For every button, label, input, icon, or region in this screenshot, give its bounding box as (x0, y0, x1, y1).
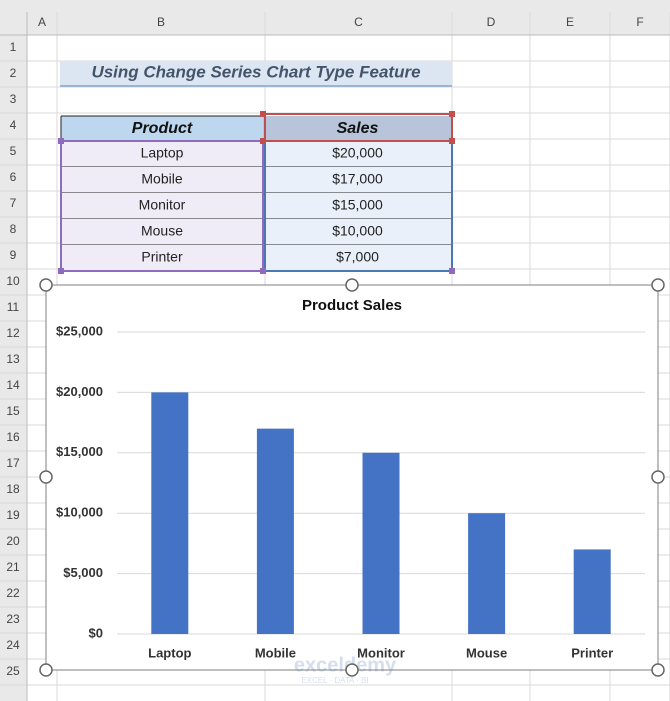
bar (151, 392, 189, 634)
bar (256, 428, 294, 634)
row-header: 1 (10, 40, 17, 54)
table-cell (263, 245, 452, 271)
row-header: 13 (6, 352, 20, 366)
x-tick-label: Printer (571, 645, 613, 660)
table-cell (263, 193, 452, 219)
table-cell-text: $15,000 (332, 197, 383, 213)
x-tick-label: Laptop (148, 645, 191, 660)
row-header: 3 (10, 92, 17, 106)
row-header: 4 (10, 118, 17, 132)
table-cell (61, 219, 263, 245)
range-outline (264, 113, 453, 142)
y-tick-label: $5,000 (63, 565, 103, 580)
row-header: 21 (6, 560, 20, 574)
table-cell-text: Mouse (141, 223, 183, 239)
range-handle (58, 268, 64, 274)
table-cell (61, 141, 263, 167)
table-cell (61, 167, 263, 193)
column-header: D (487, 15, 496, 29)
column-header: A (38, 15, 46, 29)
row-header: 14 (6, 378, 20, 392)
table-cell (263, 167, 452, 193)
range-handle (260, 268, 266, 274)
title-cell (60, 61, 452, 86)
row-header: 15 (6, 404, 20, 418)
row-header: 25 (6, 664, 20, 678)
resize-handle[interactable] (39, 663, 53, 677)
table-cell (61, 245, 263, 271)
row-header: 8 (10, 222, 17, 236)
row-header: 18 (6, 482, 20, 496)
watermark: exceldemy EXCEL · DATA · BI (294, 654, 397, 685)
bar (362, 452, 400, 634)
row-header: 17 (6, 456, 20, 470)
chart-frame[interactable] (45, 284, 659, 671)
row-header: 22 (6, 586, 20, 600)
resize-handle[interactable] (345, 278, 359, 292)
table-cell-text: Printer (141, 249, 183, 265)
x-tick-label: Mouse (466, 645, 507, 660)
row-header: 12 (6, 326, 20, 340)
x-tick-label: Mobile (255, 645, 296, 660)
row-header: 16 (6, 430, 20, 444)
header-cell (263, 116, 452, 141)
resize-handle[interactable] (651, 663, 665, 677)
table-cell-text: $20,000 (332, 145, 383, 161)
resize-handle[interactable] (39, 470, 53, 484)
sheet-title: Using Change Series Chart Type Feature (91, 62, 420, 81)
row-header: 10 (6, 274, 20, 288)
table-header: Sales (337, 120, 379, 137)
range-handle (449, 111, 455, 117)
row-header: 19 (6, 508, 20, 522)
y-tick-label: $0 (89, 625, 103, 640)
range-handle (449, 268, 455, 274)
resize-handle[interactable] (39, 278, 53, 292)
resize-handle[interactable] (651, 470, 665, 484)
table-cell-text: Mobile (141, 171, 182, 187)
table-cell-text: Laptop (141, 145, 184, 161)
range-handle (449, 138, 455, 144)
column-header: E (566, 15, 574, 29)
row-header: 2 (10, 66, 17, 80)
bar (468, 513, 506, 634)
table-cell (263, 219, 452, 245)
x-tick-label: Monitor (357, 645, 405, 660)
row-header: 23 (6, 612, 20, 626)
table-cell-text: $10,000 (332, 223, 383, 239)
row-header: 11 (7, 300, 20, 314)
column-header: F (636, 15, 643, 29)
y-tick-label: $15,000 (56, 444, 103, 459)
watermark-name: exceldemy (294, 654, 397, 676)
range-handle (260, 138, 266, 144)
row-header: 9 (10, 248, 17, 262)
table-cell (61, 193, 263, 219)
range-outline (60, 140, 264, 272)
resize-handle[interactable] (345, 663, 359, 677)
resize-handle[interactable] (651, 278, 665, 292)
watermark-tagline: EXCEL · DATA · BI (301, 676, 368, 685)
row-header: 7 (10, 196, 17, 210)
table-cell-text: $7,000 (336, 249, 379, 265)
table-cell (263, 141, 452, 167)
y-tick-label: $25,000 (56, 323, 103, 338)
y-tick-label: $10,000 (56, 505, 103, 520)
header-cell (61, 116, 263, 141)
y-tick-label: $20,000 (56, 384, 103, 399)
range-handle (58, 138, 64, 144)
table-cell-text: Monitor (139, 197, 186, 213)
row-header: 6 (10, 170, 17, 184)
column-header-bar (0, 0, 670, 35)
row-header: 20 (6, 534, 20, 548)
range-handle (260, 111, 266, 117)
row-header: 5 (10, 144, 17, 158)
row-header-bar (0, 35, 27, 701)
column-header: C (354, 15, 363, 29)
table-cell-text: $17,000 (332, 171, 383, 187)
table-header: Product (132, 120, 193, 137)
chart-title: Product Sales (302, 297, 402, 314)
column-header: B (157, 15, 165, 29)
bar (573, 549, 611, 634)
row-header: 24 (6, 638, 20, 652)
